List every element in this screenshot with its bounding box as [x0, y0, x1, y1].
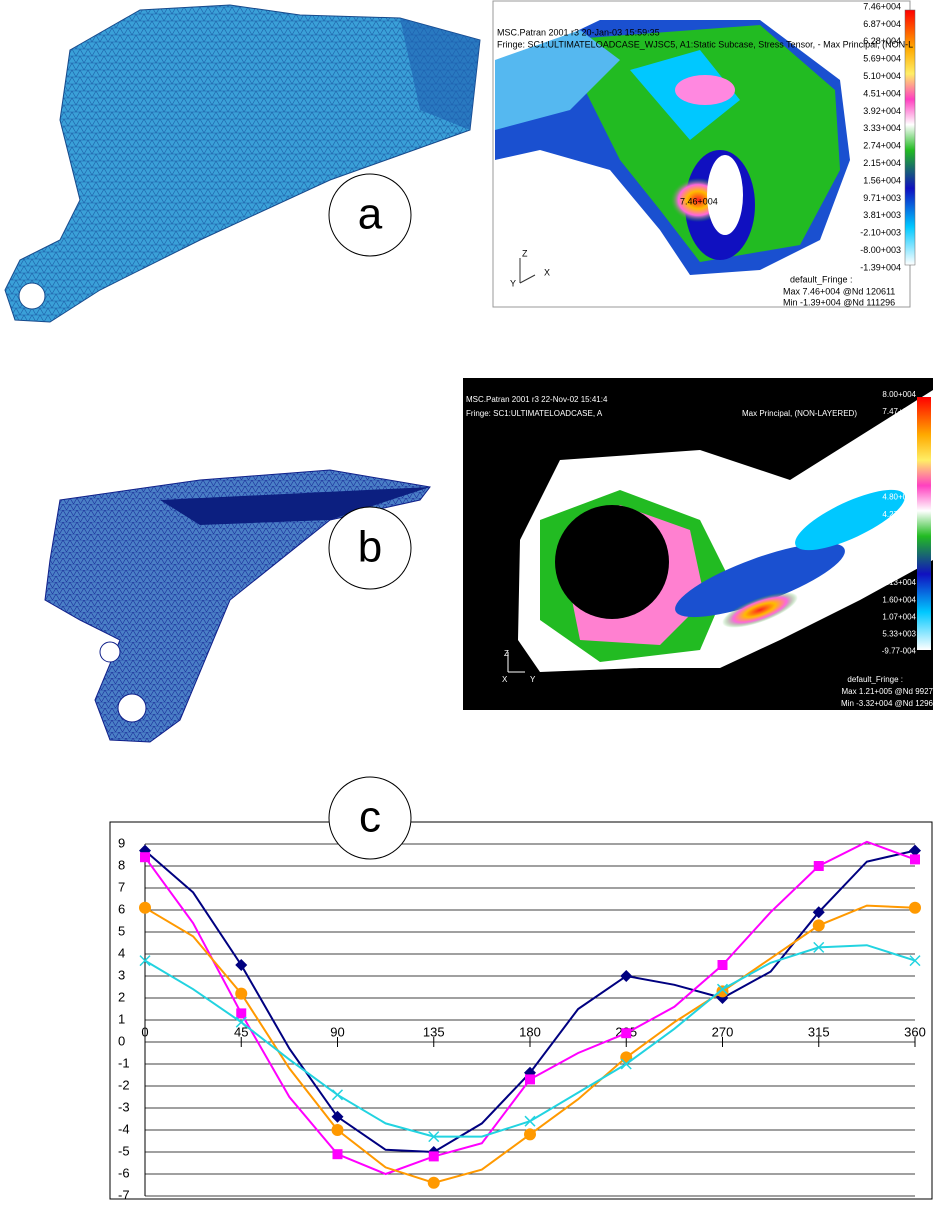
x-tick-label: 0	[141, 1024, 148, 1039]
y-tick-label: -5	[118, 1143, 130, 1158]
legend-value: 9.71+003	[863, 193, 901, 203]
legend-value: 6.40+004	[882, 441, 916, 450]
axis-triad: Y	[510, 278, 516, 288]
marker	[139, 902, 151, 914]
axis-triad: X	[544, 267, 550, 277]
legend-value: -2.10+003	[860, 228, 901, 238]
legend-value: 6.93+004	[882, 424, 916, 433]
plot-footer: Min -1.39+004 @Nd 111296	[783, 297, 895, 307]
legend-value: 5.33+003	[882, 630, 916, 639]
marker	[910, 854, 920, 864]
legend-value: 6.87+004	[863, 19, 901, 29]
plot-footer: default_Fringe :	[847, 675, 903, 684]
marker	[814, 861, 824, 871]
axis-triad: Z	[522, 248, 528, 258]
y-tick-label: -6	[118, 1165, 130, 1180]
marker	[332, 1124, 344, 1136]
mesh-part-a	[5, 5, 480, 322]
legend-value: 2.74+004	[863, 141, 901, 151]
axis-triad: Z	[504, 649, 509, 658]
marker	[428, 1177, 440, 1189]
legend-value: -8.00+003	[860, 245, 901, 255]
x-tick-label: 360	[904, 1024, 926, 1039]
legend-value: 4.27+004	[882, 510, 916, 519]
marker	[333, 1149, 343, 1159]
plot-header: Fringe: SC1:ULTIMATELOADCASE, A	[466, 409, 603, 418]
y-tick-label: -2	[118, 1077, 130, 1092]
legend-value: 1.60+004	[882, 595, 916, 604]
legend-value: 7.46+004	[863, 1, 901, 11]
panel-label: b	[358, 523, 382, 572]
plot-header: MSC.Patran 2001 r3 22-Nov-02 15:41:4	[466, 395, 608, 404]
y-tick-label: 0	[118, 1033, 125, 1048]
y-tick-label: 5	[118, 923, 125, 938]
legend-value: 2.15+004	[863, 158, 901, 168]
axis-triad: Y	[530, 675, 536, 684]
y-tick-label: 1	[118, 1011, 125, 1026]
y-tick-label: -1	[118, 1055, 130, 1070]
y-tick-label: 3	[118, 967, 125, 982]
chart-annotation: c	[359, 793, 381, 842]
legend-value: 3.33+004	[863, 123, 901, 133]
plot-footer: default_Fringe :	[790, 274, 853, 284]
legend-value: 4.51+004	[863, 88, 901, 98]
legend-value: 5.87+004	[882, 459, 916, 468]
y-tick-label: 7	[118, 879, 125, 894]
legend-value: -1.39+004	[860, 262, 901, 272]
legend-value: 5.33+004	[882, 476, 916, 485]
x-tick-label: 315	[808, 1024, 830, 1039]
marker	[621, 1028, 631, 1038]
x-tick-label: 135	[423, 1024, 445, 1039]
panel-label: a	[358, 190, 383, 239]
marker	[429, 1151, 439, 1161]
plot-footer: Max 7.46+004 @Nd 120611	[783, 286, 895, 296]
chart-frame	[110, 822, 932, 1199]
y-tick-label: 8	[118, 857, 125, 872]
legend-value: 2.13+004	[882, 578, 916, 587]
legend-value: 2.67+004	[882, 561, 916, 570]
figure: -7-6-5-4-3-2-101234567890459013518022527…	[0, 0, 933, 1200]
marker	[909, 902, 921, 914]
y-tick-label: 2	[118, 989, 125, 1004]
y-tick-label: -3	[118, 1099, 130, 1114]
plot-footer: Min -3.32+004 @Nd 1296	[841, 699, 933, 708]
y-tick-label: 9	[118, 835, 125, 850]
legend-value: 8.00+004	[882, 390, 916, 399]
x-tick-label: 180	[519, 1024, 541, 1039]
marker	[718, 960, 728, 970]
legend-value: 3.81+003	[863, 210, 901, 220]
legend-value: -9.77-004	[882, 647, 917, 656]
peak-annotation: 7.46+004	[680, 196, 718, 206]
marker	[235, 988, 247, 1000]
legend-value: 3.20+004	[882, 544, 916, 553]
plot-footer: Max 1.21+005 @Nd 9927	[841, 687, 933, 696]
legend-value: 1.56+004	[863, 175, 901, 185]
plot-header: Fringe: SC1:ULTIMATELOADCASE_WJSC5, A1:S…	[497, 39, 913, 49]
y-tick-label: -7	[118, 1187, 130, 1200]
legend-value: 5.69+004	[863, 54, 901, 64]
legend-value: 5.10+004	[863, 71, 901, 81]
legend-value: 4.80+004	[882, 493, 916, 502]
y-tick-label: -4	[118, 1121, 130, 1136]
legend-value: 7.47+004	[882, 407, 916, 416]
plot-header: Max Principal, (NON-LAYERED)	[742, 409, 857, 418]
y-tick-label: 4	[118, 945, 125, 960]
marker	[236, 1008, 246, 1018]
marker	[140, 852, 150, 862]
legend-value: 3.73+004	[882, 527, 916, 536]
legend-value: 3.92+004	[863, 106, 901, 116]
contour-plot-b	[463, 378, 933, 710]
legend-value: 6.28+004	[863, 36, 901, 46]
plot-header: MSC.Patran 2001 r3 20-Jan-03 15:59:35	[497, 27, 660, 37]
legend-value: 1.07+004	[882, 612, 916, 621]
y-tick-label: 6	[118, 901, 125, 916]
marker	[524, 1128, 536, 1140]
marker	[813, 919, 825, 931]
marker	[525, 1074, 535, 1084]
x-tick-label: 90	[330, 1024, 344, 1039]
x-tick-label: 270	[712, 1024, 734, 1039]
axis-triad: X	[502, 675, 508, 684]
